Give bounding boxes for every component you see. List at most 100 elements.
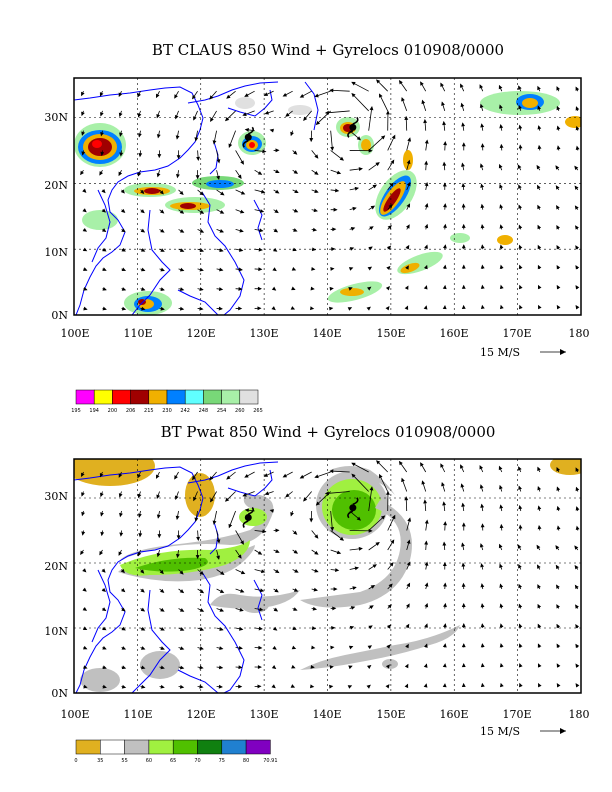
claus-wind-vectors bbox=[80, 79, 580, 311]
wind-arrowhead bbox=[538, 304, 542, 310]
wind-arrowhead bbox=[141, 684, 146, 689]
wind-arrowhead bbox=[556, 466, 560, 472]
wind-arrowhead bbox=[137, 513, 142, 518]
wind-arrowhead bbox=[423, 643, 428, 648]
wind-arrowhead bbox=[350, 606, 356, 610]
lat-label: 10N bbox=[44, 625, 68, 638]
pwat-vector-reference: 15 M/S bbox=[480, 725, 566, 738]
wind-arrowhead bbox=[499, 244, 504, 249]
wind-vector bbox=[368, 487, 373, 512]
lat-label: 30N bbox=[44, 111, 68, 124]
wind-arrowhead bbox=[275, 569, 280, 574]
wind-arrowhead bbox=[299, 94, 305, 98]
wind-arrowhead bbox=[461, 663, 466, 668]
pwat-colorbar: 0 35 55 60 65 70 75 80 70.91 bbox=[74, 739, 278, 764]
lon-label: 130E bbox=[249, 327, 278, 340]
wind-arrowhead bbox=[291, 664, 296, 669]
wind-arrowhead bbox=[369, 486, 374, 491]
wind-arrowhead bbox=[575, 683, 580, 688]
wind-arrowhead bbox=[83, 684, 88, 689]
wind-arrowhead bbox=[499, 284, 504, 290]
colorbar-swatch bbox=[221, 389, 241, 405]
wind-arrowhead bbox=[314, 568, 319, 573]
wind-arrowhead bbox=[518, 85, 522, 90]
colorbar-swatch bbox=[112, 389, 131, 405]
wind-arrowhead bbox=[424, 203, 429, 208]
wind-arrowhead bbox=[99, 472, 104, 478]
wind-vector bbox=[379, 474, 389, 492]
wind-arrowhead bbox=[179, 570, 184, 575]
wind-arrowhead bbox=[348, 287, 353, 291]
wind-arrowhead bbox=[219, 267, 224, 272]
wind-arrowhead bbox=[240, 160, 244, 165]
wind-arrowhead bbox=[102, 626, 107, 631]
wind-arrowhead bbox=[499, 143, 504, 149]
lon-label: 170E bbox=[502, 708, 531, 721]
wind-arrowhead bbox=[575, 525, 580, 531]
wind-vector bbox=[379, 93, 389, 112]
wind-arrowhead bbox=[335, 188, 340, 193]
lon-label: 160E bbox=[439, 708, 468, 721]
gyre-symbol-icon bbox=[347, 497, 359, 519]
wind-arrowhead bbox=[218, 684, 223, 689]
wind-arrowhead bbox=[575, 106, 580, 111]
wind-arrowhead bbox=[330, 645, 335, 650]
wind-arrowhead bbox=[461, 182, 466, 188]
claus-lon-labels: 100E 110E 120E 130E 140E 150E 160E 170E … bbox=[60, 327, 589, 340]
wind-arrowhead bbox=[282, 473, 288, 478]
wind-arrowhead bbox=[368, 246, 373, 251]
wind-arrowhead bbox=[442, 120, 447, 126]
wind-arrowhead bbox=[160, 306, 165, 311]
wind-arrowhead bbox=[405, 244, 410, 250]
wind-arrowhead bbox=[443, 203, 447, 208]
wind-arrowhead bbox=[370, 585, 376, 589]
wind-arrowhead bbox=[140, 189, 145, 195]
wind-arrowhead bbox=[176, 553, 180, 559]
wind-arrowhead bbox=[101, 208, 107, 213]
wind-arrowhead bbox=[380, 515, 386, 520]
wind-arrowhead bbox=[423, 285, 428, 290]
wind-arrowhead bbox=[442, 663, 447, 668]
wind-arrowhead bbox=[192, 94, 196, 100]
wind-arrowhead bbox=[386, 245, 392, 250]
wind-arrowhead bbox=[347, 685, 353, 689]
wind-arrowhead bbox=[406, 181, 411, 187]
wind-arrowhead bbox=[518, 603, 523, 609]
wind-arrowhead bbox=[157, 534, 162, 539]
wind-arrowhead bbox=[224, 497, 230, 502]
wind-arrowhead bbox=[263, 92, 269, 96]
lon-label: 150E bbox=[376, 708, 405, 721]
wind-arrowhead bbox=[179, 589, 185, 594]
pwat-field bbox=[74, 459, 581, 693]
wind-arrowhead bbox=[160, 588, 165, 593]
wind-arrowhead bbox=[537, 244, 542, 250]
wind-arrowhead bbox=[140, 228, 146, 233]
colorbar-label: 65 bbox=[170, 758, 176, 764]
wind-arrowhead bbox=[262, 529, 267, 534]
wind-arrowhead bbox=[242, 112, 247, 117]
vector-ref-label: 15 M/S bbox=[480, 725, 520, 738]
wind-arrowhead bbox=[574, 584, 579, 590]
wind-arrowhead bbox=[354, 186, 360, 191]
wind-arrowhead bbox=[258, 626, 263, 631]
wind-arrowhead bbox=[388, 204, 393, 209]
wind-arrowhead bbox=[443, 141, 448, 146]
wind-arrowhead bbox=[285, 112, 290, 117]
wind-arrowhead bbox=[352, 586, 357, 591]
wind-arrowhead bbox=[349, 625, 355, 630]
wind-arrowhead bbox=[329, 306, 334, 311]
wind-arrowhead bbox=[388, 583, 393, 588]
wind-arrowhead bbox=[480, 123, 485, 128]
wind-arrowhead bbox=[556, 663, 561, 668]
wind-arrowhead bbox=[538, 682, 542, 688]
wind-arrowhead bbox=[351, 462, 356, 467]
wind-arrowhead bbox=[101, 587, 107, 592]
claus-coastlines bbox=[74, 81, 319, 315]
wind-arrowhead bbox=[406, 582, 411, 588]
wind-arrowhead bbox=[391, 514, 396, 520]
wind-arrowhead bbox=[121, 208, 126, 213]
wind-arrowhead bbox=[160, 627, 165, 631]
wind-arrowhead bbox=[313, 587, 318, 592]
pwat-coastlines bbox=[74, 461, 279, 693]
wind-arrowhead bbox=[442, 244, 447, 249]
